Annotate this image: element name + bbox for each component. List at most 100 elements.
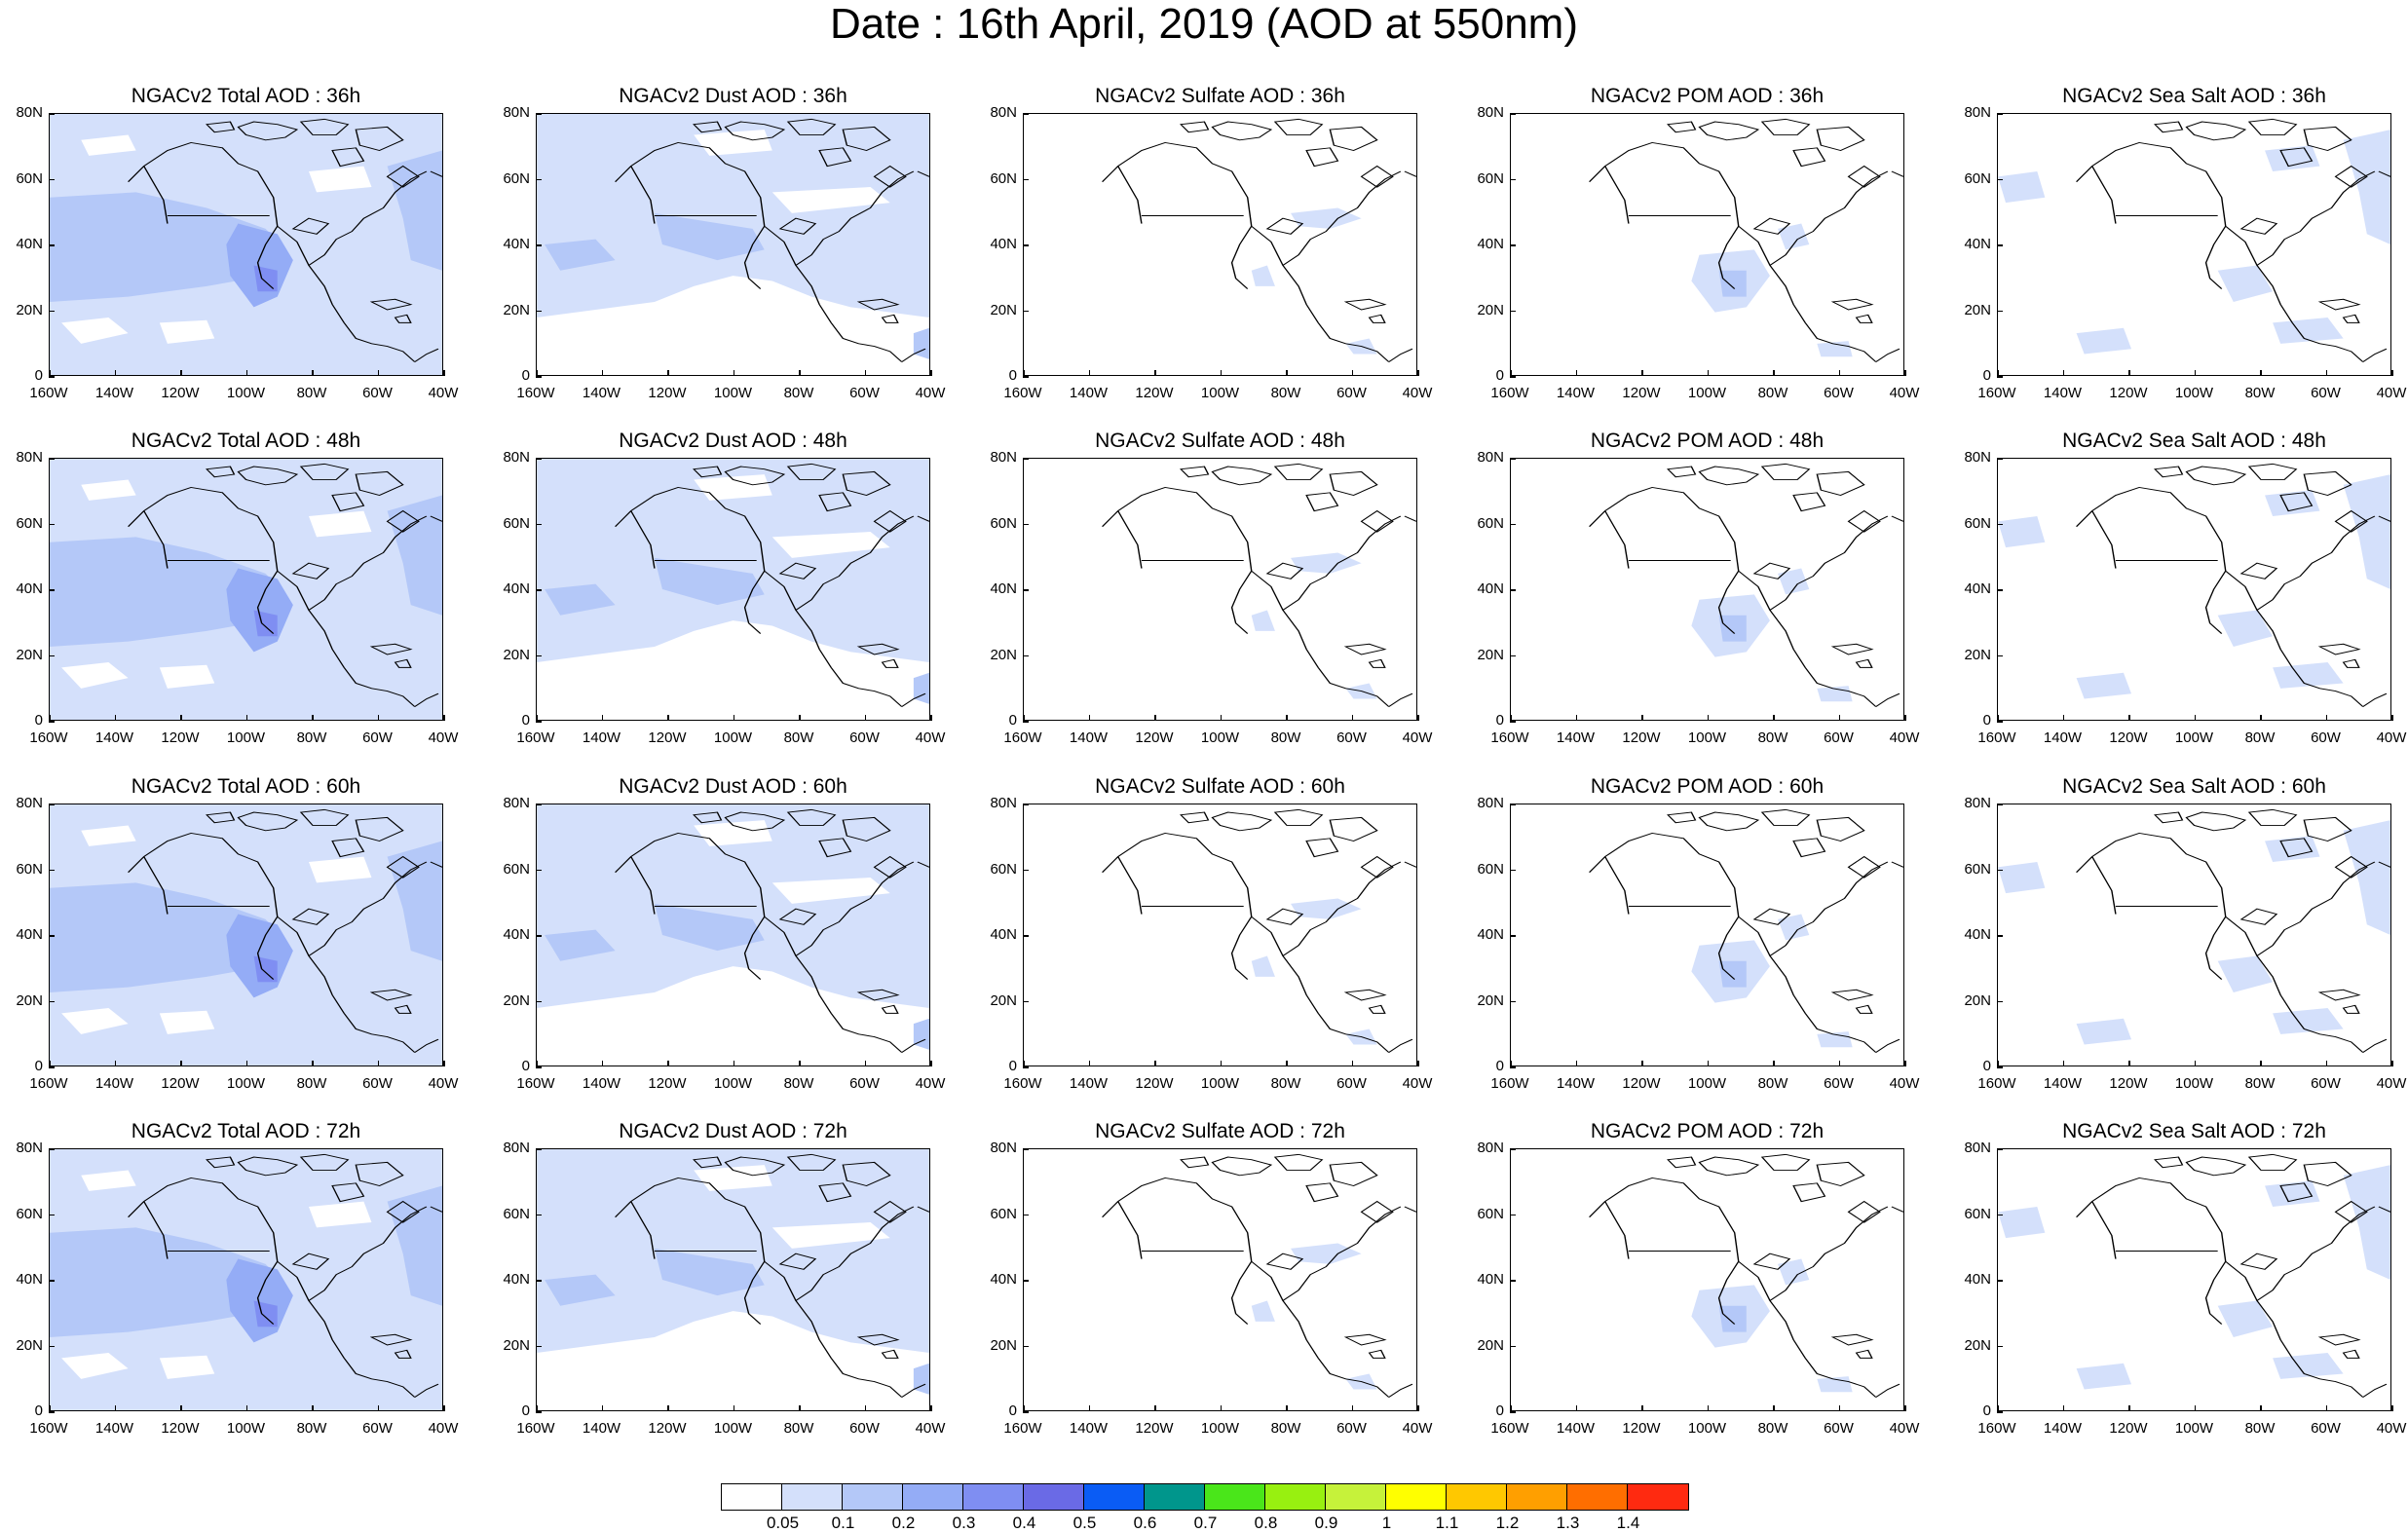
coastline [2185, 811, 2247, 832]
lat-tick [536, 244, 542, 246]
lat-label: 40N [1477, 236, 1504, 252]
coastline [2204, 1261, 2227, 1325]
coastline [2247, 118, 2298, 135]
lon-label: 160W [1977, 385, 2016, 401]
lon-label: 60W [362, 729, 393, 746]
coastline [2204, 226, 2227, 289]
lon-label: 80W [783, 729, 814, 746]
aod-patch [1817, 1376, 1853, 1393]
lon-tick [1286, 1061, 1288, 1066]
lon-label: 140W [1069, 1075, 1109, 1092]
coastline [842, 816, 891, 842]
lat-label: 80N [16, 104, 43, 121]
lon-tick [1220, 370, 1222, 376]
colorbar-box [1507, 1484, 1567, 1510]
coastline [1329, 126, 1378, 152]
lon-label: 60W [849, 385, 880, 401]
lon-tick [601, 1061, 603, 1066]
coastline [291, 1253, 330, 1270]
coastline [1388, 1383, 1413, 1398]
lon-tick [733, 1405, 734, 1411]
panel-title: NGACv2 POM AOD : 36h [1590, 85, 1825, 107]
coastline [842, 1161, 891, 1187]
colorbar-label: 0.3 [952, 1514, 976, 1532]
coastline [1230, 916, 1253, 980]
coastline [414, 692, 439, 707]
lat-tick [1997, 1066, 2003, 1068]
aod-map [1102, 1153, 1416, 1398]
lat-label: 80N [16, 449, 43, 466]
lat-tick [1023, 244, 1029, 246]
coastline [299, 1153, 350, 1171]
map-panel: NGACv2 Dust AOD : 60h 80N 60N 40N 20N 0 160W 14… [487, 776, 974, 1117]
coastline [1855, 1004, 1873, 1014]
lon-tick [2260, 715, 2262, 721]
lon-label: 140W [1069, 1420, 1109, 1437]
aod-patch [654, 903, 765, 952]
lon-tick [1220, 715, 1222, 721]
coastline [842, 126, 891, 152]
lon-label: 80W [783, 385, 814, 401]
lon-tick [1286, 1405, 1288, 1411]
lon-tick [1220, 1405, 1222, 1411]
lon-tick [1510, 1405, 1512, 1411]
coastline [630, 166, 656, 224]
coastline [1388, 692, 1413, 707]
lon-label: 80W [296, 729, 327, 746]
coastline [237, 1156, 299, 1177]
lat-label: 80N [503, 1140, 530, 1156]
lat-label: 60N [990, 860, 1017, 878]
lon-label: 100W [1200, 729, 1240, 746]
panel-title: NGACv2 Dust AOD : 36h [619, 85, 847, 107]
coastline [2256, 515, 2376, 611]
map-frame [1510, 804, 1904, 1066]
lon-label: 40W [915, 1420, 946, 1437]
coastline [1698, 1156, 1760, 1177]
lon-tick [180, 1061, 182, 1066]
lon-tick [180, 715, 182, 721]
coastline [206, 811, 236, 824]
coastline [1667, 1156, 1697, 1169]
lon-tick [667, 1405, 669, 1411]
lon-label: 40W [915, 1075, 946, 1092]
lat-tick [1997, 869, 2003, 871]
lat-tick [1510, 589, 1516, 591]
coastline [778, 908, 817, 925]
lon-tick [1773, 1061, 1775, 1066]
lon-tick [2128, 1061, 2130, 1066]
coastline [724, 1156, 786, 1177]
coastline [1117, 166, 1143, 224]
colorbar-label: 0.7 [1193, 1514, 1218, 1532]
lon-tick [1417, 1405, 1419, 1411]
coastline [143, 510, 169, 569]
lat-label: 40N [990, 236, 1017, 252]
coastline [724, 811, 786, 832]
lat-tick [1023, 1214, 1029, 1215]
aod-patch [2076, 327, 2132, 355]
lat-tick [1997, 1148, 2003, 1150]
lon-tick [1286, 715, 1288, 721]
map-panel: NGACv2 Sea Salt AOD : 36h 80N 60N 40N 20N 0 16… [1948, 86, 2408, 427]
aod-patch [913, 672, 929, 704]
coastline [2378, 861, 2390, 868]
aod-patch [1998, 861, 2046, 894]
aod-patch [1778, 914, 1810, 941]
aod-patch [771, 878, 890, 904]
lat-label: 60N [503, 169, 530, 187]
lat-tick [1510, 178, 1516, 180]
lat-tick [1023, 1280, 1029, 1282]
lon-label: 160W [1490, 1075, 1529, 1092]
panel-title: NGACv2 Sulfate AOD : 36h [1095, 85, 1345, 107]
lon-label: 100W [1200, 1420, 1240, 1437]
lat-label: 60N [990, 514, 1017, 532]
lon-tick [245, 370, 247, 376]
lon-label: 40W [1402, 385, 1433, 401]
lat-tick [1023, 523, 1029, 525]
lon-label: 80W [1270, 1420, 1301, 1437]
lat-tick [49, 1214, 55, 1215]
coastline [1891, 515, 1903, 522]
lon-label: 40W [1402, 1075, 1433, 1092]
lat-label: 40N [1964, 926, 1991, 943]
lat-label: 60N [1477, 169, 1504, 187]
lat-tick [1997, 310, 2003, 312]
